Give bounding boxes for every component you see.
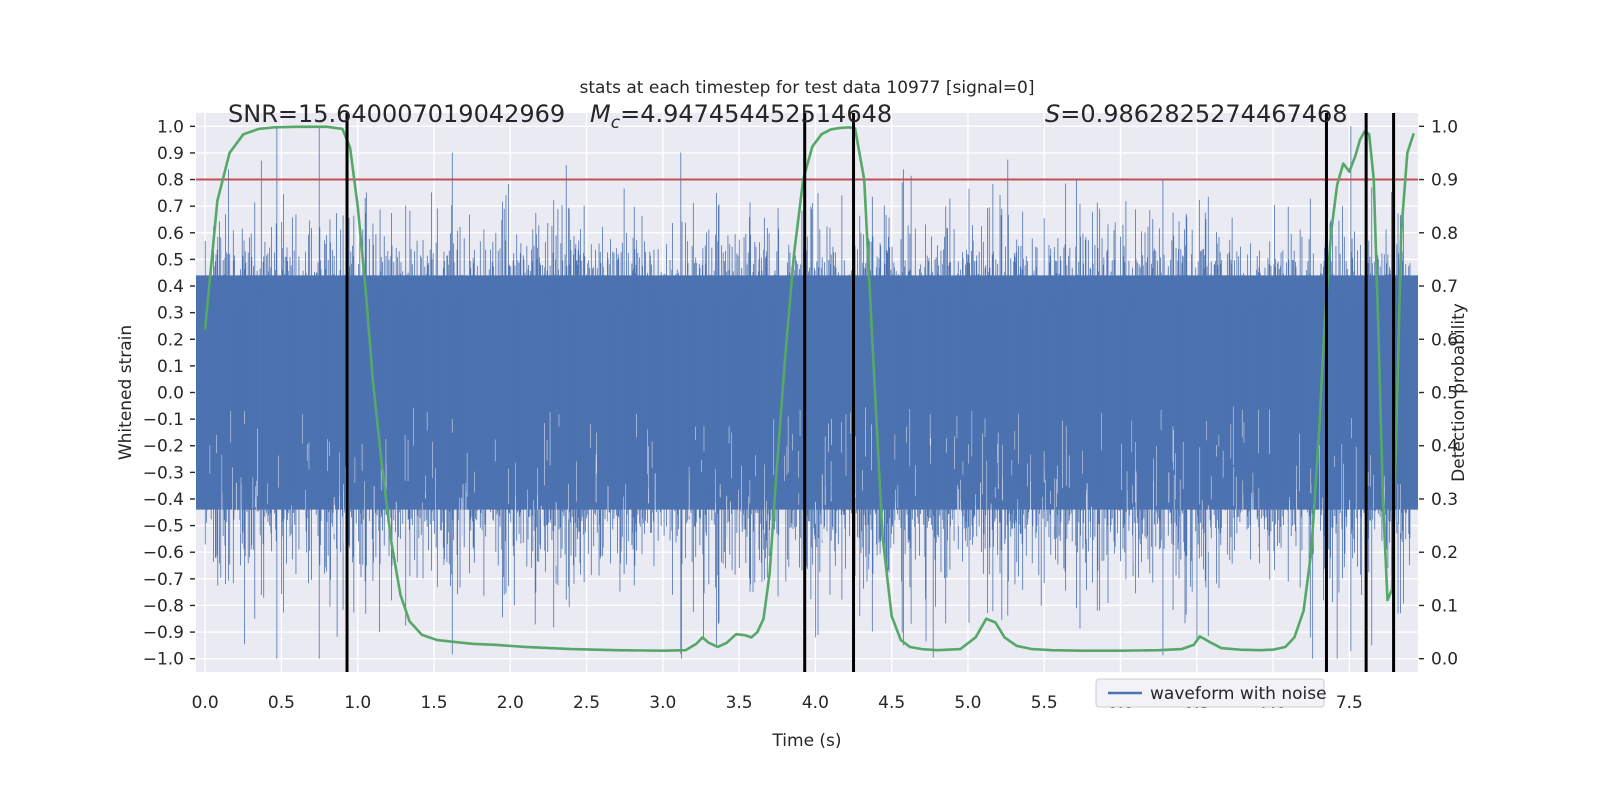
snr-annotation: SNR=15.640007019042969 [228,100,565,128]
x-axis-tick-label: 7.5 [1336,693,1363,713]
y-axis-tick-label: −0.7 [143,570,184,590]
mc-annotation: Mc=4.947454452514648 [590,100,892,133]
x-axis-tick-label: 3.0 [649,693,676,713]
y-axis-tick-label: −0.6 [143,543,184,563]
s-value: =0.9862825274467468 [1060,100,1347,128]
legend-label: waveform with noise [1150,684,1327,704]
y2-axis-label: Detection probability [1449,303,1469,482]
y2-axis-tick-label: 0.4 [1431,437,1458,457]
x-axis-tick-label: 5.5 [1031,693,1058,713]
y-axis-tick-label: −0.1 [143,410,184,430]
y-axis-tick-label: 0.5 [157,250,184,270]
y-axis-tick-label: 0.4 [157,277,184,297]
x-axis-tick-label: 2.0 [497,693,524,713]
y-axis-tick-label: −0.4 [143,490,184,510]
x-axis-tick-label: 5.0 [954,693,981,713]
y-axis-tick-label: −0.8 [143,596,184,616]
y-axis-tick-label: −0.9 [143,623,184,643]
y-axis-tick-label: 0.9 [157,144,184,164]
figure-title: stats at each timestep for test data 109… [580,78,1035,98]
y-axis-tick-label: 0.6 [157,224,184,244]
x-axis-tick-label: 1.0 [344,693,371,713]
mc-symbol: M [590,100,611,128]
x-axis-tick-label: 1.5 [420,693,447,713]
y2-axis-tick-label: 0.0 [1431,650,1458,670]
x-axis-tick-label: 4.5 [878,693,905,713]
series-waveform-with-noise [196,126,1418,659]
series-detection-probability [203,125,1415,652]
y-axis-tick-label: −0.2 [143,437,184,457]
y2-axis-tick-label: 0.6 [1431,330,1458,350]
y-axis-tick-label: −0.3 [143,463,184,483]
mc-value: =4.947454452514648 [620,100,892,128]
y-axis-tick-label: −0.5 [143,517,184,537]
y-axis-tick-label: 0.0 [157,384,184,404]
s-annotation: S=0.9862825274467468 [1045,100,1348,128]
y-axis-tick-label: 1.0 [157,117,184,137]
x-axis-tick-label: 3.5 [726,693,753,713]
y-axis-tick-label: −1.0 [143,650,184,670]
mc-subscript: c [611,113,621,133]
y-axis-tick-label: 0.2 [157,330,184,350]
x-axis-tick-label: 0.0 [192,693,219,713]
y-axis-tick-label: 0.1 [157,357,184,377]
y2-axis-tick-label: 0.7 [1431,277,1458,297]
y2-axis-tick-label: 0.9 [1431,171,1458,191]
x-axis-label: Time (s) [771,731,841,751]
x-axis-tick-label: 4.0 [802,693,829,713]
y-axis-tick-label: 0.8 [157,171,184,191]
y2-axis-tick-label: 0.2 [1431,543,1458,563]
y2-axis-tick-label: 1.0 [1431,117,1458,137]
y2-axis-tick-label: 0.3 [1431,490,1458,510]
x-axis-tick-label: 0.5 [268,693,295,713]
x-axis-tick-label: 2.5 [573,693,600,713]
legend[interactable]: waveform with noise [1095,678,1327,708]
y2-axis-tick-label: 0.5 [1431,384,1458,404]
y2-axis-tick-label: 0.8 [1431,224,1458,244]
y-axis-tick-label: 0.7 [157,197,184,217]
s-symbol: S [1045,100,1060,128]
y-axis-tick-label: 0.3 [157,304,184,324]
event-marker-lines [345,113,1396,672]
y2-axis-tick-label: 0.1 [1431,596,1458,616]
legend-box [1095,678,1325,708]
y-axis-label: Whitened strain [116,325,136,460]
